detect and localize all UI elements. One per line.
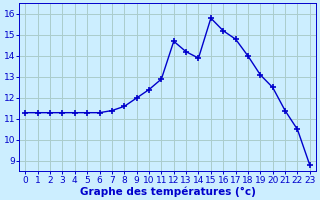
X-axis label: Graphe des températures (°c): Graphe des températures (°c) xyxy=(80,186,255,197)
